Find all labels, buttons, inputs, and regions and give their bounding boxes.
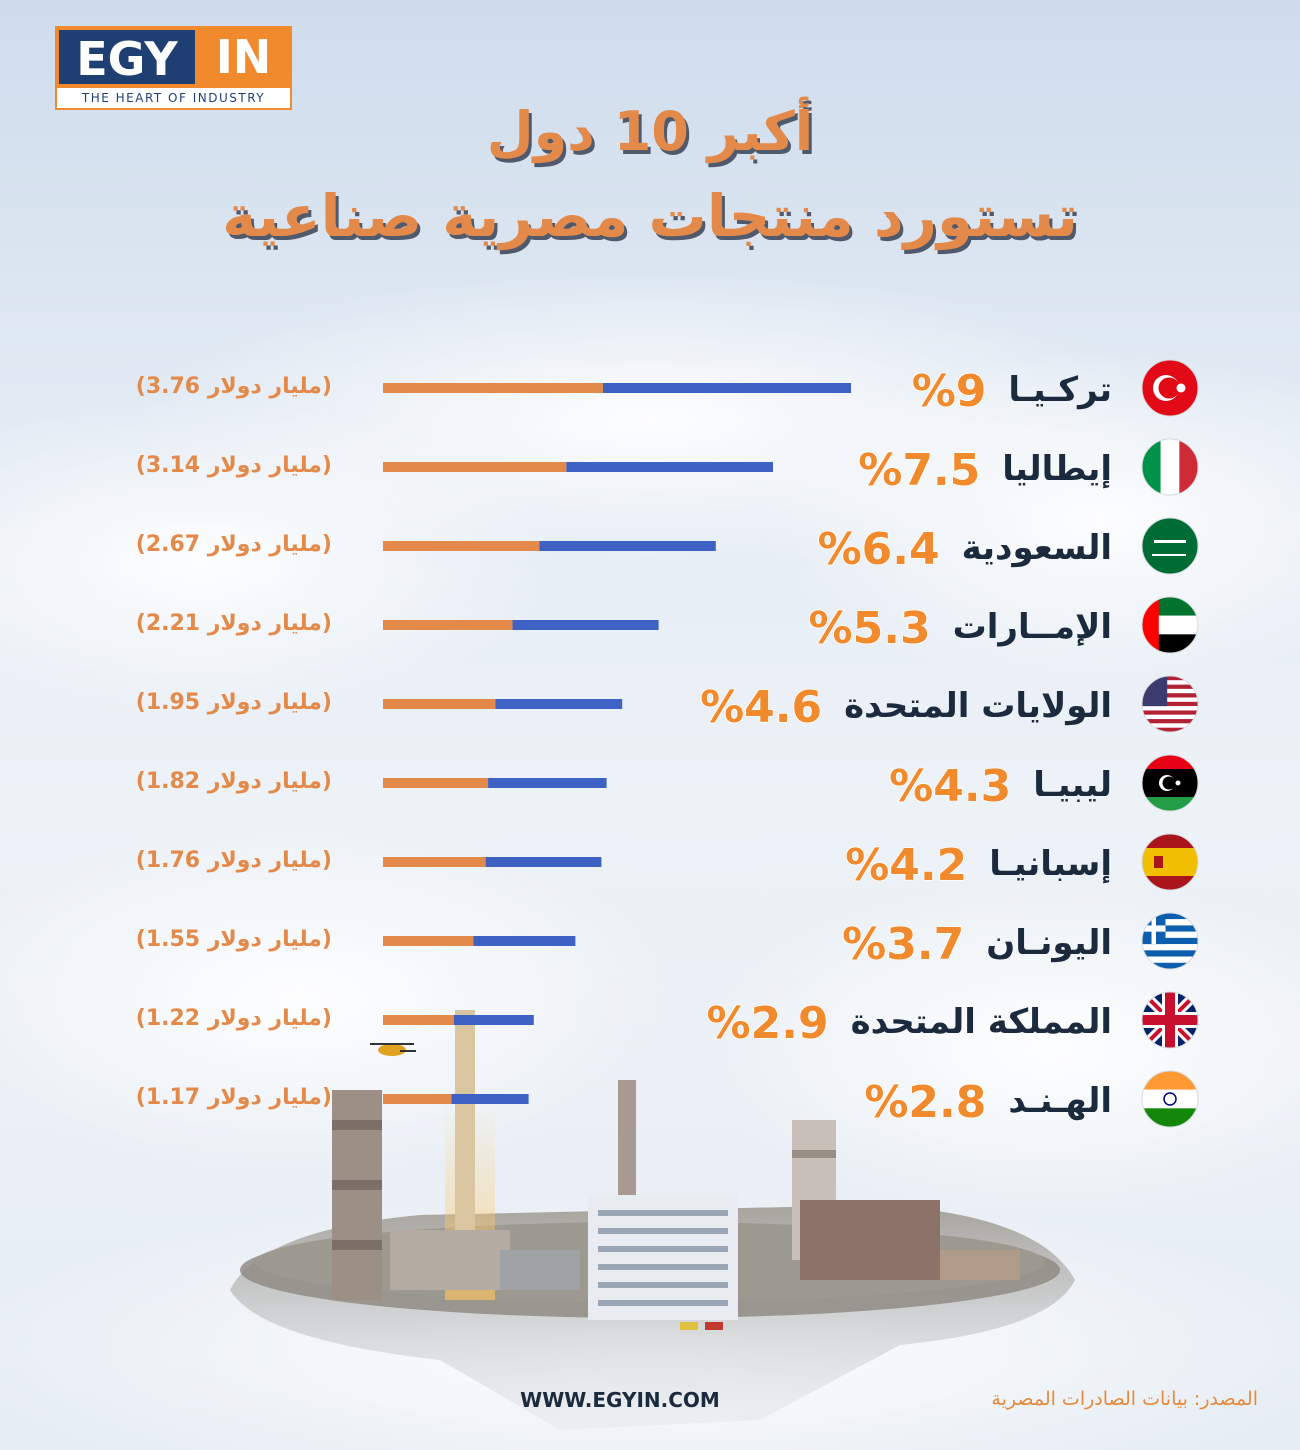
bar-segment-orange [383, 620, 513, 630]
logo-egy-text: EGY [55, 26, 195, 88]
country-label: الهـنـد [1008, 1081, 1112, 1121]
website-url[interactable]: WWW.EGYIN.COM [520, 1388, 720, 1412]
country-label: إسبانيـا [989, 844, 1112, 884]
percent-label: %4.3 [889, 761, 1011, 812]
turkey-flag-icon [1141, 359, 1199, 417]
logo-tagline: THE HEART OF INDUSTRY [55, 88, 292, 110]
bar-segment-blue [485, 857, 602, 867]
bar-segment-blue [473, 936, 576, 946]
percent-label: %7.5 [858, 445, 980, 496]
italy-flag-icon [1141, 438, 1199, 496]
country-label: ليبيـا [1033, 765, 1112, 805]
percent-label: %4.6 [700, 682, 822, 733]
amount-label: (مليار دولار 3.76) [136, 374, 332, 399]
percent-label: %6.4 [818, 524, 940, 575]
amount-label: (مليار دولار 1.22) [136, 1006, 332, 1031]
percent-label: %3.7 [842, 919, 964, 970]
chart-row: إيطاليا %7.5 (مليار دولار 3.14) [136, 438, 1199, 497]
amount-label: (مليار دولار 3.14) [136, 453, 332, 478]
bar-segment-orange [383, 462, 567, 472]
bar-segment-orange [383, 699, 496, 709]
bar-segment-blue [488, 778, 607, 788]
bar-segment-blue [495, 699, 623, 709]
chart-row: السعودية %6.4 (مليار دولار 2.67) [136, 517, 1199, 576]
bar-segment-orange [383, 1015, 454, 1025]
amount-label: (مليار دولار 2.21) [136, 611, 332, 636]
page-title-line-1: أكبر 10 دول [486, 100, 814, 163]
bar-segment-blue [539, 541, 716, 551]
greece-flag-icon [1141, 912, 1199, 970]
india-flag-icon [1141, 1070, 1199, 1128]
uae-flag-icon [1141, 596, 1199, 654]
source-note: المصدر: بيانات الصادرات المصرية [991, 1388, 1258, 1410]
chart-row: الهـنـد %2.8 (مليار دولار 1.17) [136, 1070, 1199, 1129]
amount-label: (مليار دولار 1.82) [136, 769, 332, 794]
country-label: السعودية [962, 528, 1112, 568]
country-label: إيطاليا [1002, 449, 1112, 489]
logo-in-text: IN [195, 26, 292, 88]
bar-segment-orange [383, 857, 486, 867]
percent-label: %9 [912, 366, 987, 417]
bar-segment-blue [566, 462, 773, 472]
usa-flag-icon [1141, 675, 1199, 733]
amount-label: (مليار دولار 1.55) [136, 927, 332, 952]
bar-segment-blue [451, 1094, 529, 1104]
saudi-arabia-flag-icon [1141, 517, 1199, 575]
bar-segment-blue [512, 620, 659, 630]
country-label: المملكة المتحدة [851, 1002, 1112, 1042]
bar-segment-orange [383, 778, 489, 788]
percent-label: %5.3 [809, 603, 931, 654]
chart-row: المملكة المتحدة %2.9 (مليار دولار 1.22) [136, 991, 1199, 1050]
percent-label: %2.8 [864, 1077, 986, 1128]
chart-row: الولايات المتحدة %4.6 (مليار دولار 1.95) [136, 675, 1199, 734]
amount-label: (مليار دولار 2.67) [136, 532, 332, 557]
bar-segment-blue [602, 383, 851, 393]
amount-label: (مليار دولار 1.76) [136, 848, 332, 873]
uk-flag-icon [1141, 991, 1199, 1049]
bar-segment-orange [383, 936, 474, 946]
chart-row: إسبانيـا %4.2 (مليار دولار 1.76) [136, 833, 1199, 892]
bar-segment-blue [453, 1015, 534, 1025]
bar-segment-orange [383, 541, 540, 551]
libya-flag-icon [1141, 754, 1199, 812]
country-label: الإمــارات [953, 607, 1112, 647]
country-label: تركـيـا [1008, 370, 1112, 410]
percent-label: %2.9 [707, 998, 829, 1049]
chart-row: الإمــارات %5.3 (مليار دولار 2.21) [136, 596, 1199, 655]
chart-row: تركـيـا %9 (مليار دولار 3.76) [136, 359, 1199, 418]
percent-label: %4.2 [845, 840, 967, 891]
chart-row: ليبيـا %4.3 (مليار دولار 1.82) [136, 754, 1199, 813]
bar-segment-orange [383, 383, 603, 393]
amount-label: (مليار دولار 1.95) [136, 690, 332, 715]
country-label: الولايات المتحدة [844, 686, 1112, 726]
country-label: اليونـان [986, 923, 1112, 963]
spain-flag-icon [1141, 833, 1199, 891]
amount-label: (مليار دولار 1.17) [136, 1085, 332, 1110]
egyin-logo: EGY IN THE HEART OF INDUSTRY [55, 26, 292, 112]
chart-row: اليونـان %3.7 (مليار دولار 1.55) [136, 912, 1199, 971]
page-title-line-2: تستورد منتجات مصرية صناعية [222, 182, 1078, 250]
bar-segment-orange [383, 1094, 452, 1104]
